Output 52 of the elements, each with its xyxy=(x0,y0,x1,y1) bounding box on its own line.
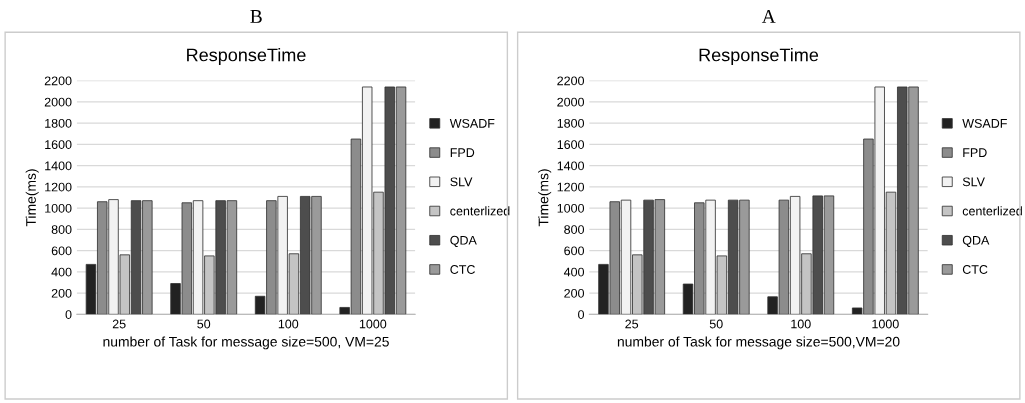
y-tick-label: 1000 xyxy=(45,203,72,213)
x-axis-title: number of Task for message size=500,VM=20 xyxy=(617,336,900,350)
legend-label: FPD xyxy=(450,148,475,157)
x-tick-label: 25 xyxy=(112,319,126,329)
legend-label: FPD xyxy=(963,148,987,157)
y-tick-label: 1600 xyxy=(557,140,585,149)
legend-label: SLV xyxy=(962,177,985,187)
y-tick-label: 600 xyxy=(51,246,72,256)
y-tick-label: 2000 xyxy=(44,97,72,107)
y-tick-label: 1400 xyxy=(45,161,72,171)
x-tick-label: 1000 xyxy=(872,319,899,329)
legend-label: QDA xyxy=(962,235,990,247)
text: A xyxy=(761,9,776,23)
y-axis-title: Time(ms) xyxy=(538,169,552,227)
y-tick-label: 400 xyxy=(51,267,72,277)
y-tick-label: 600 xyxy=(564,246,585,256)
x-tick-label: 100 xyxy=(278,319,299,329)
y-tick-label: 0 xyxy=(578,310,585,319)
y-tick-label: 2200 xyxy=(44,76,72,86)
legend-label: QDA xyxy=(450,235,477,247)
x-axis-title: number of Task for message size=500, VM=25 xyxy=(103,336,389,350)
y-tick-label: 800 xyxy=(51,225,72,234)
y-tick-label: 0 xyxy=(65,310,72,319)
chart-title: ResponseTime xyxy=(187,48,306,65)
y-tick-label: 800 xyxy=(564,225,585,234)
x-tick-label: 100 xyxy=(791,319,811,329)
y-tick-label: 400 xyxy=(563,267,585,277)
y-tick-label: 1400 xyxy=(557,161,585,171)
y-tick-label: 200 xyxy=(51,288,72,298)
x-tick-label: 50 xyxy=(197,319,211,329)
x-tick-label: 50 xyxy=(709,319,723,329)
legend-label: centerlized xyxy=(962,206,1022,216)
y-tick-label: 1200 xyxy=(45,182,72,192)
legend-label: CTC xyxy=(962,265,988,274)
y-tick-label: 2200 xyxy=(557,76,585,86)
legend-label: CTC xyxy=(450,265,475,274)
x-tick-label: 1000 xyxy=(359,319,387,329)
legend-label: centerlized xyxy=(450,206,510,216)
legend-label: WSADF xyxy=(962,118,1007,128)
y-tick-label: 2000 xyxy=(557,97,585,107)
y-tick-label: 1000 xyxy=(557,203,585,213)
legend-label: SLV xyxy=(450,177,473,187)
x-tick-label: 25 xyxy=(625,319,639,329)
text: B xyxy=(250,10,262,23)
y-tick-label: 200 xyxy=(564,288,585,298)
legend-label: WSADF xyxy=(449,118,495,128)
y-tick-label: 1200 xyxy=(557,182,585,192)
y-tick-label: 1800 xyxy=(45,118,72,128)
y-axis-title: Time(ms) xyxy=(25,169,39,227)
y-tick-label: 1600 xyxy=(45,140,72,149)
y-tick-label: 1800 xyxy=(557,118,585,128)
chart-title: ResponseTime xyxy=(699,48,819,65)
